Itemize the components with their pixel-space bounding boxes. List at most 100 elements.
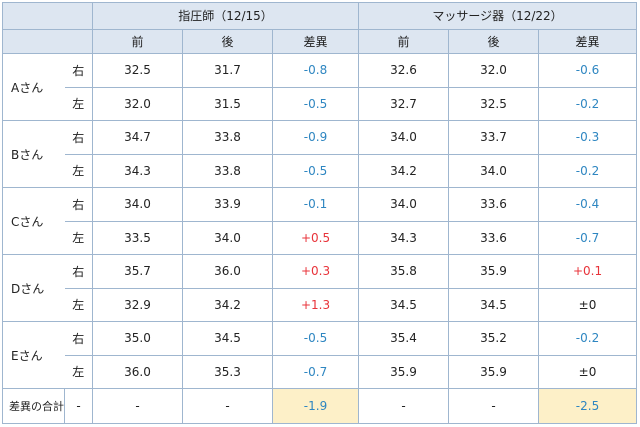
g1-diff-value: +0.5: [271, 220, 360, 256]
g1-diff-value: -0.5: [271, 86, 360, 122]
g2-before-value: 35.8: [358, 254, 450, 289]
g2-after-value: 35.9: [448, 354, 540, 390]
g2-before-value: 35.9: [358, 354, 450, 390]
g1-after-value: 34.0: [182, 220, 273, 256]
group1-before-header: 前: [92, 28, 183, 55]
group1-diff-header: 差異: [271, 28, 360, 55]
g2-after-value: 32.5: [448, 86, 540, 122]
side-label: 左: [64, 220, 93, 256]
g1-before-value: 36.0: [92, 354, 183, 390]
g1-after-value: 36.0: [182, 254, 273, 289]
g1-before-value: 32.9: [92, 287, 183, 323]
g2-diff-value: ±0: [538, 354, 638, 390]
g1-diff-value: +0.3: [271, 254, 360, 289]
g1-diff-value: -0.5: [271, 321, 360, 356]
g2-after-value: 33.7: [448, 120, 540, 155]
g2-after-value: 35.9: [448, 254, 540, 289]
g2-total-after: -: [448, 388, 540, 424]
group2-title: マッサージ器（12/22）: [358, 2, 638, 30]
g1-after-value: 35.3: [182, 354, 273, 390]
group2-after-header: 後: [448, 28, 540, 55]
side-label: 右: [64, 254, 93, 289]
g2-before-value: 35.4: [358, 321, 450, 356]
g2-diff-value: -0.2: [538, 153, 638, 189]
g1-diff-value: +1.3: [271, 287, 360, 323]
g2-diff-value: +0.1: [538, 254, 638, 289]
g1-before-value: 33.5: [92, 220, 183, 256]
side-label: 右: [64, 120, 93, 155]
g1-before-value: 32.5: [92, 53, 183, 88]
side-label: 右: [64, 187, 93, 222]
g1-before-value: 32.0: [92, 86, 183, 122]
group1-title: 指圧師（12/15）: [91, 2, 360, 30]
g2-before-value: 34.5: [358, 287, 450, 323]
table-row: Bさん右 34.7 33.8 -0.9 34.0 33.7 -0.3: [2, 120, 638, 189]
table-row: Aさん右 32.5 31.7 -0.8 32.6 32.0 -0.6: [2, 53, 638, 122]
table-row: 左 34.3 33.8 -0.5 34.2 34.0 -0.2: [3, 153, 638, 189]
g1-total-after: -: [182, 388, 273, 424]
g1-after-value: 31.5: [182, 86, 273, 122]
person-name: Aさん: [2, 53, 65, 122]
g1-before-value: 34.7: [92, 120, 183, 155]
table-row: Eさん右 35.0 34.5 -0.5 35.4 35.2 -0.2: [2, 321, 638, 390]
group2-diff-header: 差異: [538, 28, 638, 55]
group1-after-header: 後: [182, 28, 273, 55]
g2-before-value: 32.6: [358, 53, 450, 88]
g1-before-value: 34.3: [92, 153, 183, 189]
g2-diff-value: ±0: [538, 287, 638, 323]
side-label: 左: [64, 153, 93, 189]
g2-after-value: 35.2: [448, 321, 540, 356]
g1-total-diff: -1.9: [271, 388, 360, 424]
g2-diff-value: -0.2: [538, 86, 638, 122]
g1-before-value: 34.0: [92, 187, 183, 222]
header-row-groups: 指圧師（12/15） マッサージ器（12/22）: [2, 2, 638, 30]
table-row: 左 33.5 34.0 +0.5 34.3 33.6 -0.7: [3, 220, 638, 256]
side-label: 右: [64, 321, 93, 356]
side-label: 左: [64, 287, 93, 323]
header-corner-sub: [2, 28, 93, 55]
total-label: 差異の合計: [2, 388, 65, 424]
g2-diff-value: -0.4: [538, 187, 638, 222]
side-label: 左: [64, 86, 93, 122]
total-side: -: [64, 388, 93, 424]
header-row-sub: 前 後 差異 前 後 差異: [2, 28, 638, 55]
g1-before-value: 35.7: [92, 254, 183, 289]
g2-after-value: 34.0: [448, 153, 540, 189]
g2-diff-value: -0.6: [538, 53, 638, 88]
g2-before-value: 32.7: [358, 86, 450, 122]
g1-after-value: 33.9: [182, 187, 273, 222]
g2-diff-value: -0.7: [538, 220, 638, 256]
g1-after-value: 33.8: [182, 153, 273, 189]
g2-after-value: 34.5: [448, 287, 540, 323]
g1-diff-value: -0.7: [271, 354, 360, 390]
person-name: Cさん: [2, 187, 65, 256]
table-row: 左 32.0 31.5 -0.5 32.7 32.5 -0.2: [3, 86, 638, 122]
g2-before-value: 34.3: [358, 220, 450, 256]
g1-total-before: -: [92, 388, 183, 424]
g2-after-value: 33.6: [448, 220, 540, 256]
header-corner: [2, 2, 93, 30]
g1-diff-value: -0.9: [271, 120, 360, 155]
g1-diff-value: -0.8: [271, 53, 360, 88]
side-label: 左: [64, 354, 93, 390]
person-name: Eさん: [2, 321, 65, 390]
g2-before-value: 34.2: [358, 153, 450, 189]
person-name: Dさん: [2, 254, 65, 323]
g1-after-value: 34.5: [182, 321, 273, 356]
person-name: Bさん: [2, 120, 65, 189]
total-row: 差異の合計 - - - -1.9- - -2.5: [2, 388, 638, 424]
g2-total-diff: -2.5: [538, 388, 638, 424]
table-row: Cさん右 34.0 33.9 -0.1 34.0 33.6 -0.4: [2, 187, 638, 256]
g2-after-value: 33.6: [448, 187, 540, 222]
g1-after-value: 33.8: [182, 120, 273, 155]
g2-after-value: 32.0: [448, 53, 540, 88]
table-row: 左 32.9 34.2 +1.3 34.5 34.5 ±0: [3, 287, 638, 323]
g1-after-value: 31.7: [182, 53, 273, 88]
g1-after-value: 34.2: [182, 287, 273, 323]
g2-diff-value: -0.3: [538, 120, 638, 155]
side-label: 右: [64, 53, 93, 88]
g1-diff-value: -0.5: [271, 153, 360, 189]
g2-diff-value: -0.2: [538, 321, 638, 356]
